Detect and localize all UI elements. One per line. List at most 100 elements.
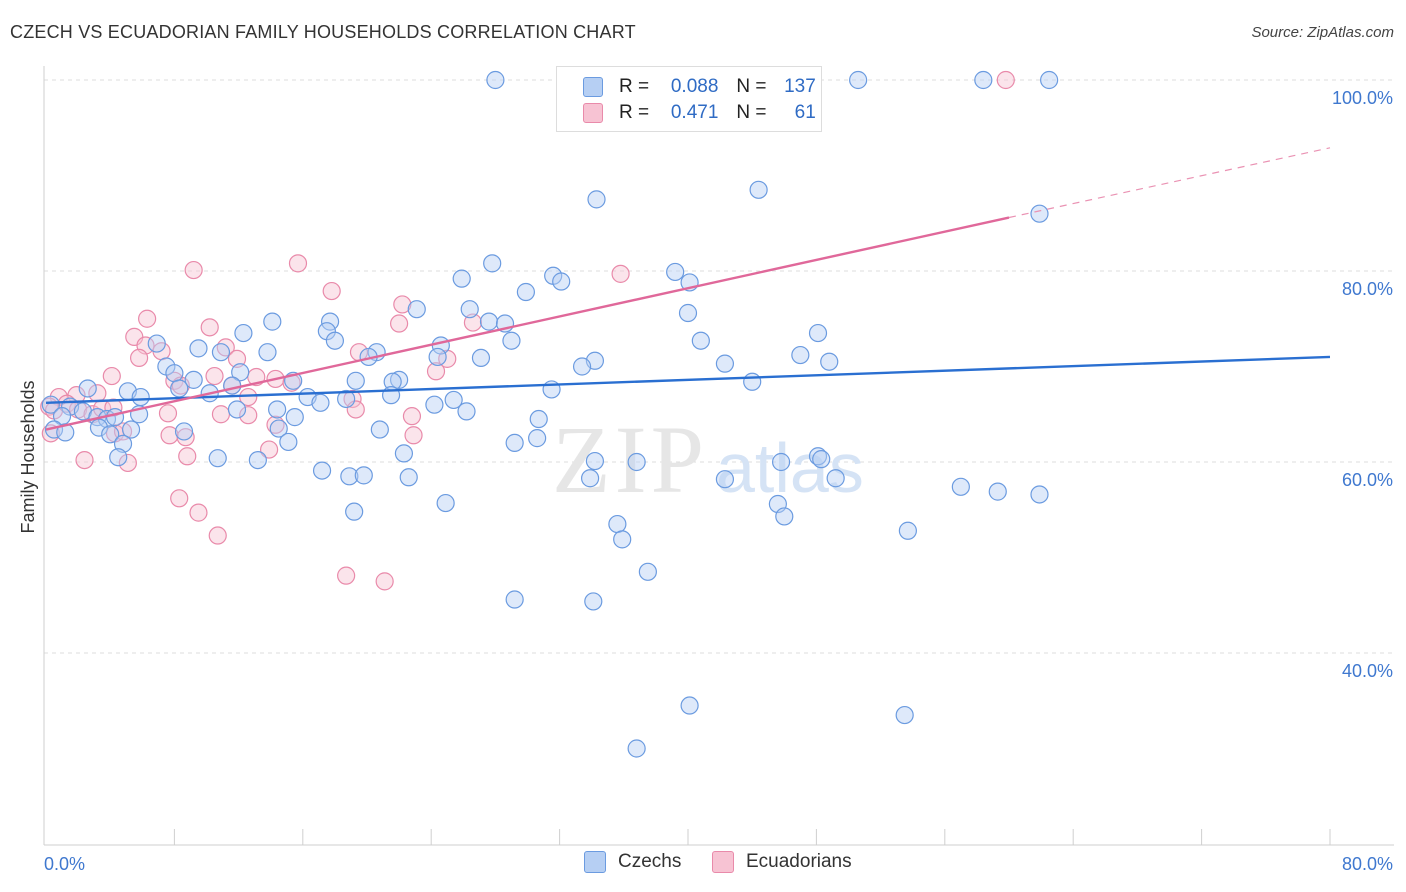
data-point (584, 592, 603, 611)
data-point (587, 190, 606, 209)
data-point (1030, 485, 1049, 504)
trend-line-czechs (45, 355, 1331, 404)
data-point (170, 379, 189, 398)
y-tick-label: 80.0% (1342, 279, 1393, 299)
data-point (849, 70, 868, 90)
data-point (479, 312, 499, 331)
legend-r-value: 0.471 (670, 102, 719, 123)
watermark: ZIP atlas (552, 406, 864, 513)
data-point (104, 398, 123, 417)
series-label-czechs: Czechs (618, 851, 682, 872)
data-point (471, 348, 491, 368)
series-label-ecuadorians: Ecuadorians (746, 851, 852, 872)
data-point (268, 400, 287, 419)
data-point (812, 450, 831, 469)
data-point (505, 590, 524, 609)
data-point (170, 489, 189, 508)
data-point (354, 466, 373, 485)
data-point (436, 493, 455, 513)
data-point (611, 264, 630, 283)
data-point (340, 467, 359, 486)
series-swatch-ecuadorians (712, 851, 734, 873)
data-point (370, 420, 389, 439)
data-point (118, 453, 137, 473)
legend-swatch-czechs (583, 77, 603, 97)
data-point (715, 354, 735, 373)
data-point (988, 482, 1007, 501)
data-point (390, 370, 409, 389)
data-point (211, 343, 231, 362)
legend-row-czechs: R = 0.088 N = 137 (583, 74, 816, 100)
data-point (121, 420, 141, 439)
legend-n-label: N = (736, 102, 767, 123)
data-point (974, 70, 993, 90)
data-point (258, 343, 277, 362)
series-legend-ecuadorians[interactable]: Ecuadorians (712, 851, 852, 873)
data-point (666, 262, 685, 282)
data-point (208, 449, 227, 468)
y-tick-label: 60.0% (1342, 470, 1393, 490)
x-tick-label: 0.0% (44, 854, 85, 874)
data-point (826, 469, 845, 488)
data-point (1040, 70, 1059, 90)
data-point (160, 426, 179, 445)
data-point (205, 366, 224, 386)
data-point (239, 406, 258, 425)
data-point (147, 334, 166, 353)
data-point (325, 331, 344, 350)
data-point (184, 260, 203, 280)
x-tick-label: 80.0% (1342, 854, 1393, 874)
data-point (375, 572, 394, 591)
data-point (269, 419, 288, 438)
data-point (178, 447, 197, 466)
data-point (312, 461, 332, 480)
data-point (231, 363, 250, 382)
legend: R = 0.088 N = 137 R = 0.471 N = 61 (556, 66, 822, 132)
legend-row-ecuadorians: R = 0.471 N = 61 (583, 100, 816, 126)
data-point (174, 422, 194, 441)
data-point (402, 407, 422, 426)
data-point (56, 423, 75, 442)
chart-title: CZECH VS ECUADORIAN FAMILY HOUSEHOLDS CO… (10, 22, 636, 42)
y-tick-label: 40.0% (1342, 661, 1393, 681)
data-point (627, 739, 646, 758)
legend-r-label: R = (619, 102, 650, 123)
data-point (444, 390, 463, 410)
data-point (452, 269, 471, 288)
data-point (259, 440, 279, 459)
data-point (463, 313, 483, 332)
data-point (102, 366, 121, 386)
trend-line-ecuadorians (45, 216, 1010, 431)
data-point (808, 447, 828, 466)
data-point (101, 425, 120, 444)
series-legend-czechs[interactable]: Czechs (584, 851, 681, 873)
legend-n-value: 137 (784, 76, 816, 97)
data-point (223, 376, 242, 395)
data-point (189, 339, 208, 358)
series-swatch-czechs (584, 851, 606, 873)
data-point (129, 348, 149, 368)
legend-r-value: 0.088 (670, 76, 719, 97)
data-point (428, 347, 447, 367)
data-point (529, 409, 548, 429)
y-axis-label: Family Households (18, 380, 38, 533)
data-point (393, 295, 412, 314)
data-point (234, 323, 253, 343)
data-point (279, 432, 298, 452)
data-point (680, 696, 699, 715)
series-layer (40, 70, 1059, 758)
data-point (505, 433, 524, 452)
data-point (78, 379, 97, 398)
y-tick-label: 100.0% (1332, 88, 1393, 108)
data-point (457, 402, 476, 421)
data-point (390, 314, 409, 333)
data-point (678, 303, 698, 323)
data-point (189, 503, 208, 522)
data-point (425, 395, 444, 414)
data-point (227, 400, 247, 419)
data-point (552, 272, 571, 291)
data-point (158, 404, 178, 423)
data-point (113, 434, 133, 453)
data-point (749, 180, 768, 199)
